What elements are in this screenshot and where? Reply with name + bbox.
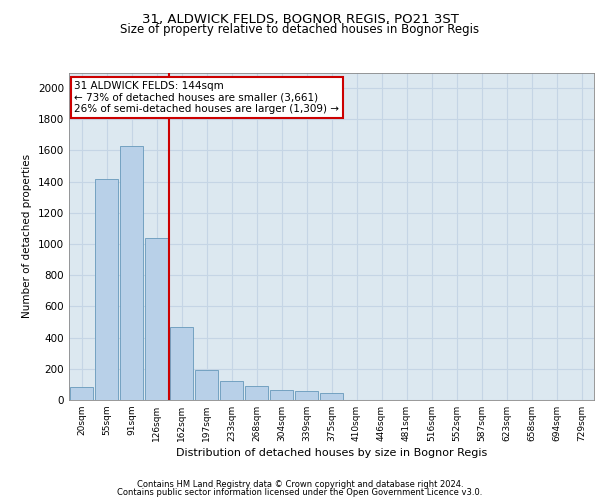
- Bar: [170, 328, 193, 400]
- Text: Contains HM Land Registry data © Crown copyright and database right 2024.: Contains HM Land Registry data © Crown c…: [137, 480, 463, 489]
- Bar: [145, 238, 168, 400]
- Bar: [120, 146, 143, 400]
- Y-axis label: Number of detached properties: Number of detached properties: [22, 154, 32, 318]
- Text: 31, ALDWICK FELDS, BOGNOR REGIS, PO21 3ST: 31, ALDWICK FELDS, BOGNOR REGIS, PO21 3S…: [142, 12, 458, 26]
- Text: 31 ALDWICK FELDS: 144sqm
← 73% of detached houses are smaller (3,661)
26% of sem: 31 ALDWICK FELDS: 144sqm ← 73% of detach…: [74, 80, 339, 114]
- Bar: [95, 178, 118, 400]
- Bar: [195, 370, 218, 400]
- Text: Size of property relative to detached houses in Bognor Regis: Size of property relative to detached ho…: [121, 22, 479, 36]
- Bar: [320, 393, 343, 400]
- Bar: [220, 380, 243, 400]
- Bar: [70, 386, 93, 400]
- Text: Contains public sector information licensed under the Open Government Licence v3: Contains public sector information licen…: [118, 488, 482, 497]
- Bar: [295, 392, 318, 400]
- Bar: [270, 390, 293, 400]
- Bar: [245, 386, 268, 400]
- X-axis label: Distribution of detached houses by size in Bognor Regis: Distribution of detached houses by size …: [176, 448, 487, 458]
